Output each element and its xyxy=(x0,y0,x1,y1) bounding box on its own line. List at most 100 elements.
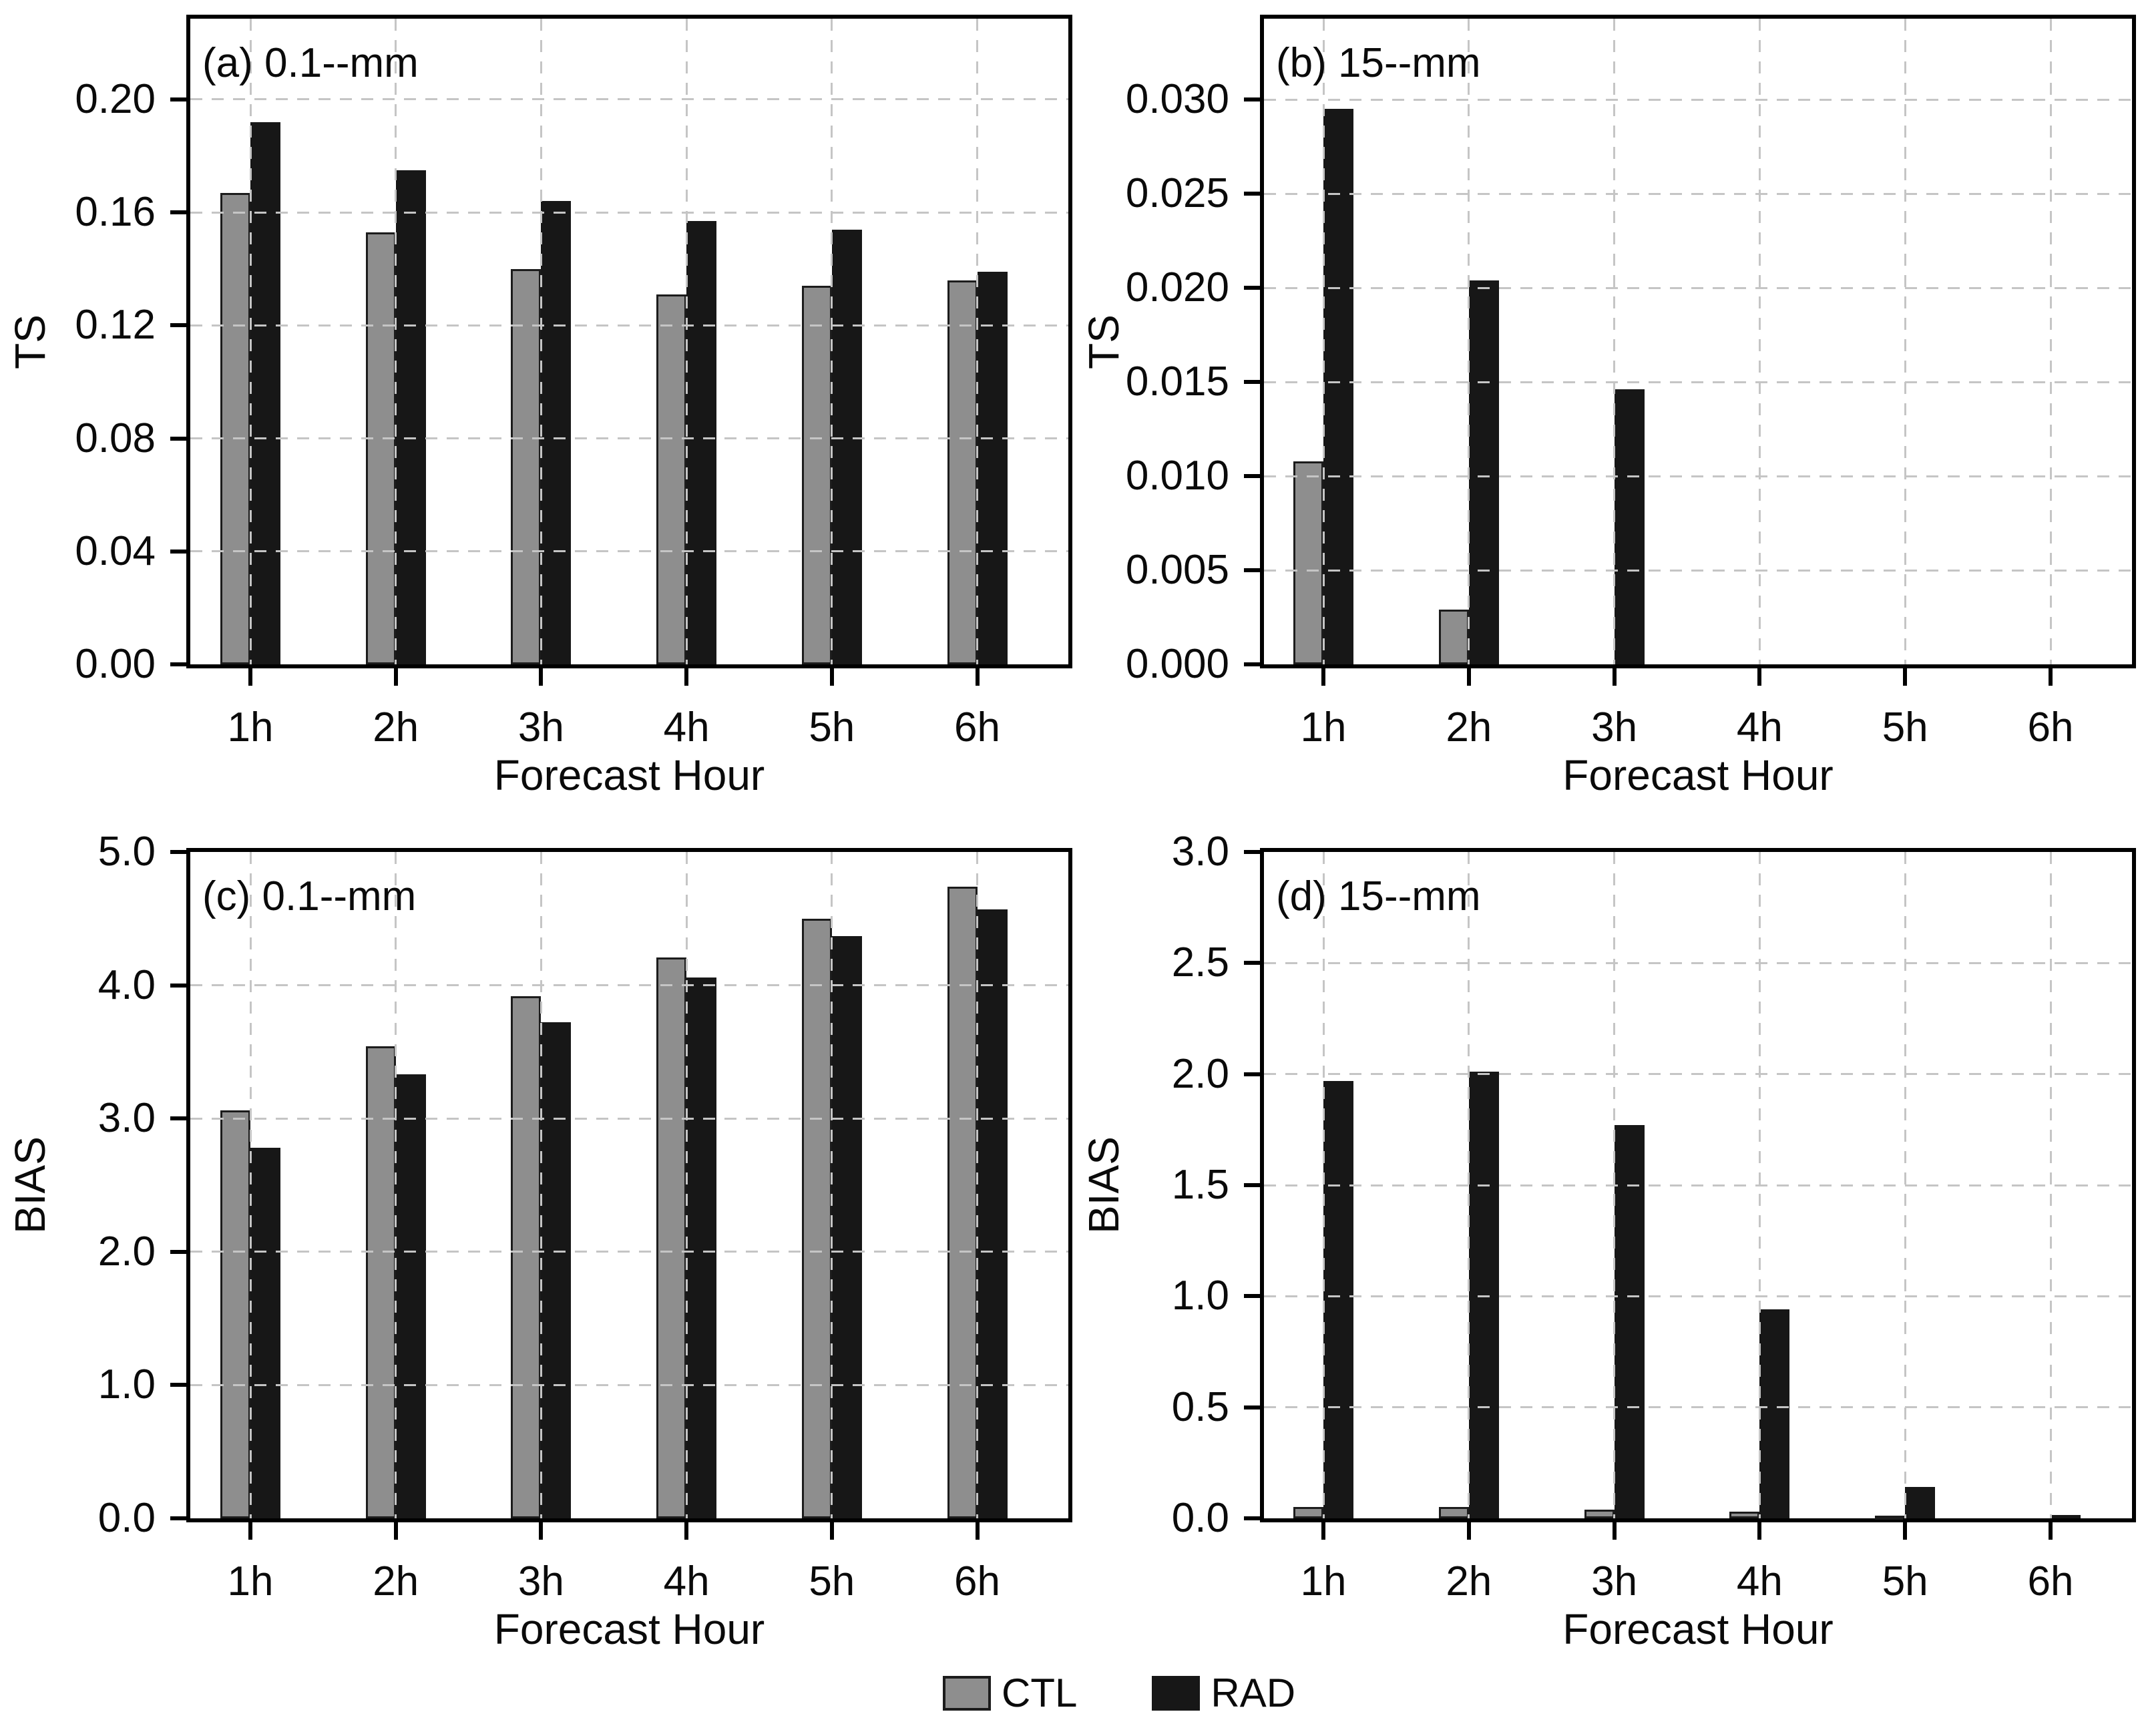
x-tick xyxy=(975,664,980,686)
v-gridline xyxy=(1322,852,1325,1518)
x-tick-label: 2h xyxy=(373,1558,419,1604)
bar-rad-1h xyxy=(250,122,280,664)
bar-ctl-2h xyxy=(1438,1507,1469,1518)
y-tick xyxy=(170,983,190,988)
bar-rad-2h xyxy=(395,1074,426,1518)
bar-rad-1h xyxy=(1323,109,1353,664)
v-gridline xyxy=(976,19,978,664)
y-tick xyxy=(170,850,190,854)
h-gridline xyxy=(1264,569,2132,572)
y-tick-label: 0.005 xyxy=(1125,547,1229,594)
x-tick xyxy=(1321,664,1325,686)
x-tick-label: 1h xyxy=(227,1558,274,1604)
bar-rad-2h xyxy=(1468,280,1499,664)
bar-rad-4h xyxy=(686,977,717,1518)
y-tick xyxy=(1244,380,1264,385)
bar-ctl-3h xyxy=(511,268,542,664)
v-gridline xyxy=(1613,852,1616,1518)
v-gridline xyxy=(395,852,397,1518)
panel-c-x-axis-label: Forecast Hour xyxy=(493,1605,765,1653)
panel-b-x-axis-label: Forecast Hour xyxy=(1562,751,1834,799)
x-tick-label: 2h xyxy=(373,704,419,750)
h-gridline xyxy=(190,211,1068,214)
panel-b-y-axis-label: TS xyxy=(1080,314,1128,369)
legend: CTL RAD xyxy=(943,1673,1295,1713)
bar-ctl-2h xyxy=(365,232,396,664)
x-tick xyxy=(1321,1518,1325,1540)
bar-ctl-6h xyxy=(947,886,978,1518)
v-gridline xyxy=(1758,852,1761,1518)
y-tick-label: 0.000 xyxy=(1125,641,1229,687)
bar-rad-4h xyxy=(1759,1309,1790,1518)
y-tick xyxy=(170,662,190,666)
bar-ctl-5h xyxy=(1875,1516,1906,1520)
y-tick-label: 2.0 xyxy=(1171,1050,1229,1097)
x-tick-label: 3h xyxy=(1591,1558,1638,1604)
bar-rad-5h xyxy=(1905,1487,1936,1518)
h-gridline xyxy=(1264,286,2132,289)
x-tick xyxy=(684,1518,689,1540)
bar-rad-5h xyxy=(831,229,862,664)
bar-ctl-5h xyxy=(801,918,832,1518)
x-tick xyxy=(1612,664,1617,686)
bar-rad-6h xyxy=(977,272,1008,664)
x-tick xyxy=(539,664,544,686)
h-gridline xyxy=(190,1383,1068,1386)
y-tick xyxy=(170,549,190,554)
plot-area-a xyxy=(186,15,1072,668)
h-gridline xyxy=(1264,1073,2132,1076)
panel-c-y-axis-label: BIAS xyxy=(6,1136,54,1234)
bar-ctl-4h xyxy=(656,294,687,664)
plot-area-b xyxy=(1260,15,2136,668)
panel-a-x-axis-label: Forecast Hour xyxy=(493,751,765,799)
bar-rad-6h xyxy=(2051,1515,2081,1518)
y-tick xyxy=(170,97,190,101)
v-gridline xyxy=(685,852,688,1518)
y-tick-label: 0.00 xyxy=(75,641,156,687)
bar-rad-1h xyxy=(1323,1080,1353,1518)
y-tick xyxy=(1244,286,1264,290)
x-tick-label: 4h xyxy=(663,1558,710,1604)
v-gridline xyxy=(1322,19,1325,664)
x-tick-label: 5h xyxy=(809,1558,855,1604)
x-tick-label: 4h xyxy=(1736,704,1783,750)
v-gridline xyxy=(1468,19,1470,664)
y-tick-label: 0.020 xyxy=(1125,264,1229,311)
bar-ctl-1h xyxy=(220,192,250,664)
bar-rad-2h xyxy=(1468,1072,1499,1518)
y-tick-label: 0.015 xyxy=(1125,359,1229,405)
h-gridline xyxy=(190,437,1068,440)
v-gridline xyxy=(249,852,252,1518)
y-tick xyxy=(1244,1294,1264,1299)
x-tick xyxy=(1757,664,1762,686)
panel-d-title: (d) 15--mm xyxy=(1276,873,1481,919)
bar-ctl-4h xyxy=(656,957,687,1518)
x-tick xyxy=(975,1518,980,1540)
v-gridline xyxy=(540,19,542,664)
bar-ctl-3h xyxy=(1584,1509,1615,1518)
h-gridline xyxy=(1264,98,2132,101)
v-gridline xyxy=(1613,19,1616,664)
y-tick-label: 3.0 xyxy=(97,1095,156,1142)
x-tick-label: 4h xyxy=(1736,1558,1783,1604)
y-tick-label: 0.16 xyxy=(75,189,156,236)
legend-label-ctl: CTL xyxy=(1002,1671,1078,1715)
bar-rad-1h xyxy=(250,1148,280,1518)
x-tick xyxy=(1612,1518,1617,1540)
h-gridline xyxy=(190,324,1068,327)
v-gridline xyxy=(540,852,542,1518)
y-tick xyxy=(170,1383,190,1387)
plot-area-d xyxy=(1260,848,2136,1522)
y-tick xyxy=(170,1249,190,1254)
h-gridline xyxy=(190,984,1068,987)
x-tick xyxy=(2049,1518,2053,1540)
legend-item-ctl: CTL xyxy=(943,1673,1077,1713)
y-tick-label: 5.0 xyxy=(97,829,156,875)
v-gridline xyxy=(2049,852,2052,1518)
h-gridline xyxy=(1264,475,2132,477)
y-tick-label: 0.12 xyxy=(75,302,156,349)
x-tick xyxy=(248,1518,252,1540)
y-tick xyxy=(1244,568,1264,573)
plot-area-c xyxy=(186,848,1072,1522)
y-tick xyxy=(170,1516,190,1520)
